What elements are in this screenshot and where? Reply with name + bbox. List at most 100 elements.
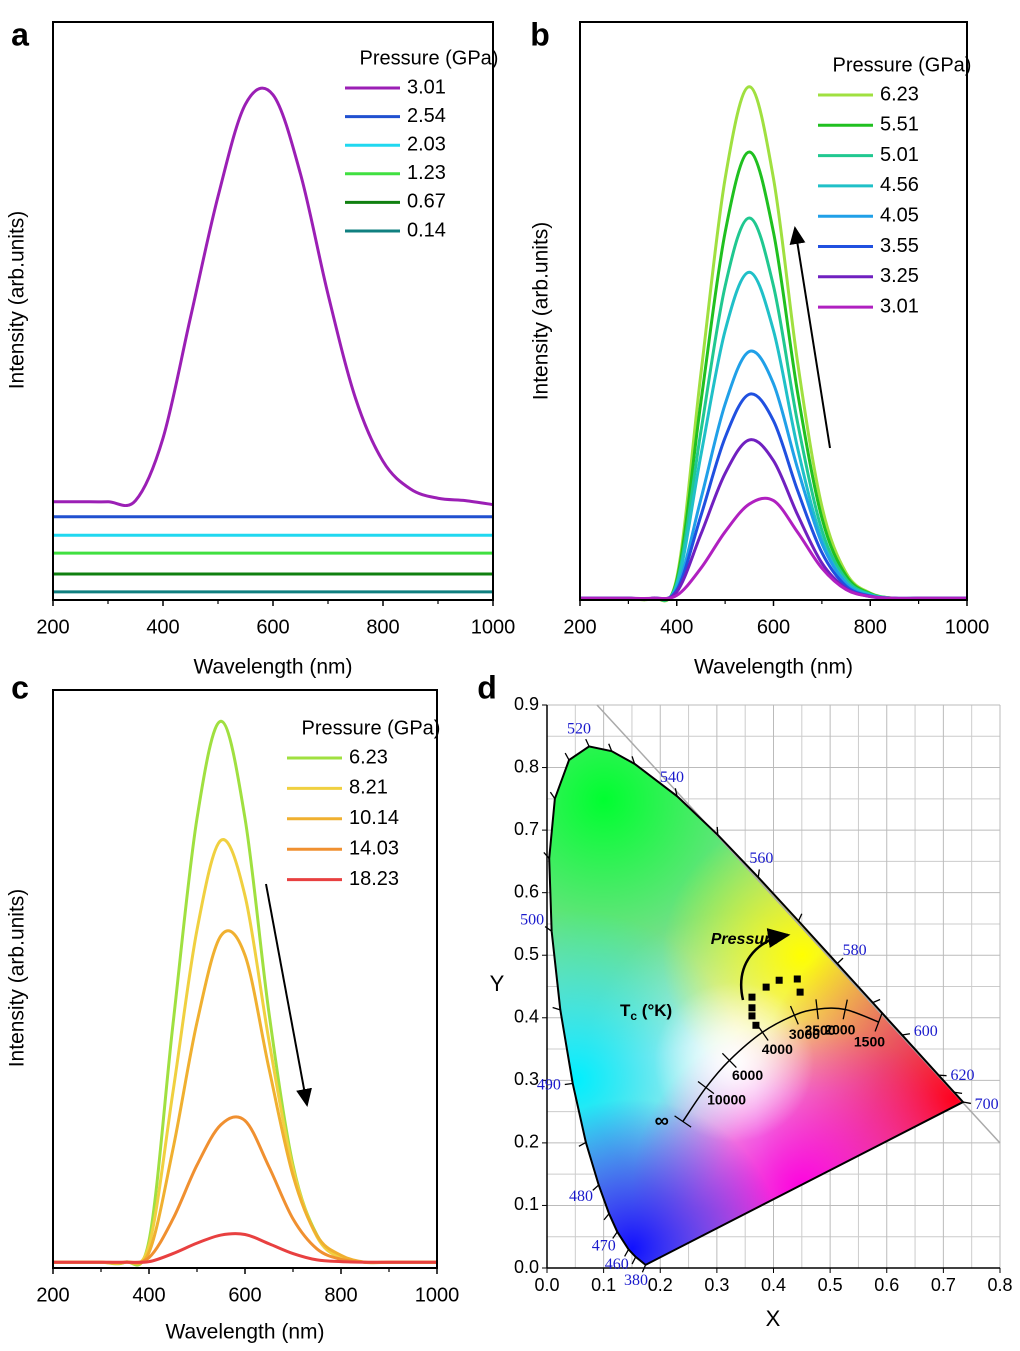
- spectrum-line: [580, 496, 967, 601]
- wavelength-label: 460: [605, 1256, 629, 1273]
- locus-tick: [544, 926, 553, 932]
- panel-label: a: [11, 16, 29, 52]
- legend-label: 3.55: [880, 235, 919, 257]
- planckian-locus: [682, 1007, 879, 1122]
- wavelength-label: 540: [660, 769, 684, 786]
- wavelength-label: 520: [567, 721, 591, 738]
- x-tick-label: 800: [366, 616, 399, 638]
- locus-tick: [938, 1074, 947, 1077]
- pressure-arrow: [740, 928, 791, 1001]
- locus-tick: [549, 791, 556, 800]
- locus-tick: [543, 852, 550, 859]
- locus-tick: [631, 756, 636, 765]
- wavelength-label: 380: [624, 1272, 648, 1289]
- wavelength-label: 600: [914, 1023, 938, 1040]
- data-point: [796, 988, 804, 996]
- locus-tick: [674, 788, 678, 797]
- x-tick-label: 0.4: [761, 1275, 786, 1295]
- spectral-locus: [548, 745, 965, 1267]
- spectrum-line: [52, 719, 437, 1267]
- temperature-label: 6000: [732, 1067, 763, 1083]
- locus-tick: [797, 913, 803, 922]
- isotherm: [789, 1005, 799, 1025]
- data-point: [748, 1004, 756, 1012]
- data-point: [748, 1012, 756, 1020]
- x-tick-label: 0.5: [818, 1275, 843, 1295]
- data-point: [793, 975, 801, 983]
- legend-label: 0.14: [407, 219, 446, 241]
- x-axis-title: Wavelength (nm): [165, 1321, 324, 1344]
- isotherm: [815, 999, 819, 1020]
- legend-label: 5.51: [880, 114, 919, 136]
- x-tick-label: 400: [660, 616, 693, 638]
- y-tick-label: 0.0: [514, 1257, 539, 1277]
- spectrum-line: [52, 838, 437, 1265]
- legend-label: 10.14: [349, 807, 399, 829]
- x-tick-label: 600: [757, 616, 790, 638]
- y-tick-label: 0.5: [514, 944, 539, 964]
- spectrum-line: [53, 86, 494, 508]
- y-tick-label: 0.4: [514, 1007, 539, 1027]
- isotherm: [842, 999, 848, 1020]
- y-tick-label: 0.2: [514, 1132, 539, 1152]
- temperature-label: 10000: [707, 1092, 746, 1108]
- tc-label: Tc (°K): [620, 1001, 672, 1023]
- x-tick-label: 0.3: [704, 1275, 729, 1295]
- y-tick-label: 0.3: [514, 1069, 539, 1089]
- tc-label-part: c: [630, 1009, 637, 1023]
- locus-tick: [612, 1231, 618, 1239]
- y-tick-label: 0.6: [514, 881, 539, 901]
- legend-label: 5.01: [880, 144, 919, 166]
- legend-label: 3.25: [880, 265, 919, 287]
- y-tick-label: 0.7: [514, 819, 539, 839]
- x-tick-label: 400: [146, 616, 179, 638]
- x-tick-label: 800: [854, 616, 887, 638]
- tc-label-part: T: [620, 1001, 631, 1020]
- data-point: [748, 993, 756, 1001]
- legend-label: 2.03: [407, 133, 446, 155]
- legend-label: 6.23: [880, 83, 919, 105]
- locus-tick: [872, 998, 881, 1004]
- legend-label: 4.56: [880, 174, 919, 196]
- wavelength-label: 480: [569, 1188, 593, 1205]
- trend-arrow: [265, 883, 312, 1107]
- locus-tick: [836, 957, 844, 965]
- x-axis-title: Wavelength (nm): [193, 656, 352, 679]
- temperature-label: 4000: [762, 1041, 793, 1057]
- y-axis-title: Intensity (arb.units): [6, 889, 29, 1068]
- pressure-annotation: Pressure: [711, 931, 780, 948]
- data-point: [775, 976, 783, 984]
- data-point: [752, 1021, 760, 1029]
- x-tick-label: 0.1: [591, 1275, 616, 1295]
- wavelength-label: 490: [537, 1077, 561, 1094]
- panel-label: d: [477, 669, 497, 705]
- x-tick-label: 0.7: [931, 1275, 956, 1295]
- x-tick-label: 1000: [471, 616, 516, 638]
- x-tick-label: 0.8: [987, 1275, 1012, 1295]
- panel-label: b: [530, 16, 550, 52]
- x-tick-label: 0.2: [648, 1275, 673, 1295]
- x-tick-label: 200: [563, 616, 596, 638]
- locus-tick: [592, 1184, 600, 1191]
- legend-title: Pressure (GPa): [302, 717, 441, 739]
- y-axis-title: Intensity (arb.units): [6, 211, 29, 390]
- y-axis-title: Intensity (arb.units): [530, 222, 553, 401]
- locus-tick: [631, 1256, 637, 1265]
- y-tick-label: 0.1: [514, 1194, 539, 1214]
- locus-tick: [608, 743, 613, 752]
- x-axis-title: Wavelength (nm): [694, 656, 853, 679]
- legend-label: 14.03: [349, 837, 399, 859]
- isotherm: [721, 1052, 737, 1069]
- plot-frame: [52, 21, 494, 601]
- x-tick-label: 400: [132, 1284, 165, 1306]
- wavelength-label: 500: [520, 911, 544, 928]
- wavelength-label: 560: [749, 850, 773, 867]
- wavelength-label: 470: [592, 1237, 616, 1254]
- legend-label: 2.54: [407, 105, 446, 127]
- y-tick-label: 0.9: [514, 694, 539, 714]
- spectrum-line: [52, 1232, 437, 1264]
- wavelength-label: 700: [975, 1096, 999, 1113]
- temperature-label: 1500: [854, 1033, 885, 1049]
- temperature-label: 3000: [789, 1026, 820, 1042]
- temperature-label: 2500: [804, 1022, 835, 1038]
